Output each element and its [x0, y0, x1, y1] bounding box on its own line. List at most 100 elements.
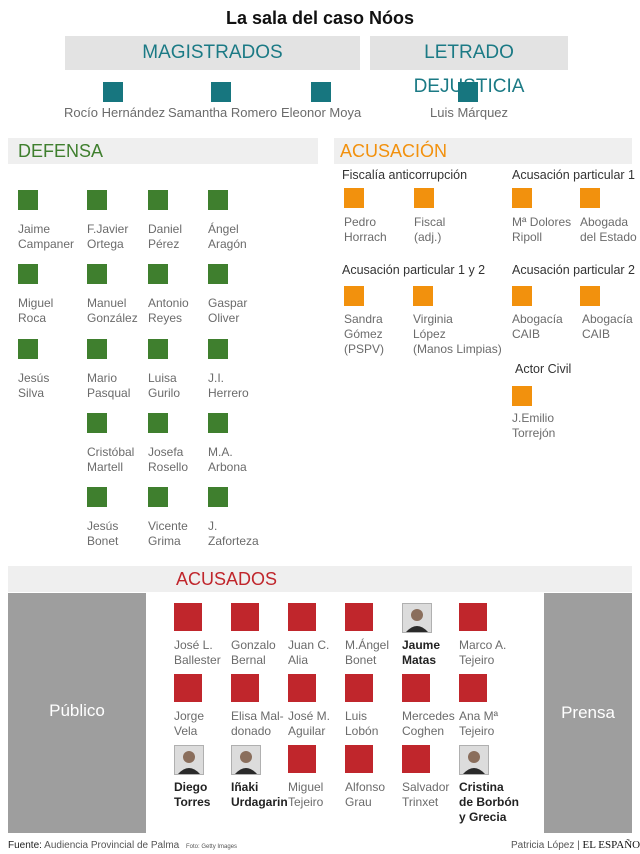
defendant-name: Salvador Trinxet [402, 780, 450, 809]
magistrado-seat [311, 82, 331, 102]
footer-source: Fuente: Audiencia Provincial de Palma Fo… [8, 840, 237, 851]
acusacion-header: ACUSACIÓN [334, 138, 632, 164]
acusacion-seat [512, 386, 532, 406]
defendant-photo [174, 745, 204, 775]
defendant-seat [345, 603, 373, 631]
fuente-label: Fuente: [8, 840, 42, 851]
defendant-name: Juan C. Alia [288, 638, 330, 667]
defensa-person-name: Jaime Campaner [18, 222, 75, 251]
footer-author: Patricia López | EL ESPAÑOL [511, 839, 640, 851]
defendant-seat [288, 745, 316, 773]
defensa-seat [87, 339, 107, 359]
defensa-person-name: Antonio Reyes [148, 296, 189, 325]
defendant-seat [174, 603, 202, 631]
defensa-seat [208, 190, 228, 210]
defendant-name: Diego Torres [174, 780, 211, 809]
defendant-seat [174, 674, 202, 702]
defensa-seat [208, 413, 228, 433]
prensa-area: Prensa [544, 593, 632, 833]
defendant-name: Cristina de Borbón y Grecia [459, 780, 519, 824]
defendant-seat [345, 745, 373, 773]
acusados-header: ACUSADOS [8, 566, 632, 592]
magistrado-name: Samantha Romero [168, 105, 278, 120]
acusacion-person-name: Mª Dolores Ripoll [512, 215, 572, 244]
defendant-name: José M. Aguilar [288, 709, 331, 738]
defendant-name: Mercedes Coghen [402, 709, 455, 738]
defensa-person-name: Manuel González [87, 296, 138, 325]
acusacion-person-name: J.Emilio Torrejón [512, 411, 556, 440]
publico-area: Público [8, 593, 146, 833]
defensa-person-name: F.Javier Ortega [87, 222, 129, 251]
defensa-person-name: Cristóbal Martell [87, 445, 135, 474]
defensa-seat [148, 413, 168, 433]
defendant-seat [459, 603, 487, 631]
defendant-name: Elisa Mal- donado [231, 709, 284, 738]
magistrados-label: MAGISTRADOS [142, 42, 283, 63]
acusacion-seat [344, 286, 364, 306]
defensa-person-name: M.A. Arbona [208, 445, 247, 474]
defensa-seat [208, 487, 228, 507]
defensa-person-name: Ángel Aragón [208, 222, 247, 251]
acusacion-seat [414, 188, 434, 208]
defensa-seat [208, 339, 228, 359]
defendant-seat [459, 674, 487, 702]
acusacion-person-name: Fiscal (adj.) [414, 215, 446, 244]
defendant-seat [231, 674, 259, 702]
defensa-seat [87, 264, 107, 284]
defendant-photo [231, 745, 261, 775]
defensa-person-name: Gaspar Oliver [208, 296, 248, 325]
acusacion-seat [512, 188, 532, 208]
acusados-label: ACUSADOS [176, 569, 278, 589]
defendant-seat [345, 674, 373, 702]
defensa-person-name: Vicente Grima [148, 519, 188, 548]
defendant-photo [459, 745, 489, 775]
acusacion-seat [512, 286, 532, 306]
defensa-label: DEFENSA [18, 141, 104, 161]
defendant-name: Marco A. Tejeiro [459, 638, 507, 667]
brand-logo: EL ESPAÑOL [582, 839, 640, 851]
defensa-person-name: Mario Pasqual [87, 371, 131, 400]
acusacion-person-name: Pedro Horrach [344, 215, 387, 244]
acusacion-seat [580, 188, 600, 208]
defensa-seat [148, 339, 168, 359]
group-title: Fiscalía anticorrupción [342, 168, 468, 182]
defendant-photo [402, 603, 432, 633]
acusacion-person-name: Sandra Gómez (PSPV) [344, 312, 385, 356]
acusacion-seat [413, 286, 433, 306]
magistrado-name: Eleonor Moya [281, 105, 362, 120]
acusacion-seat [344, 188, 364, 208]
defendant-name: Jorge Vela [174, 709, 205, 738]
defendant-name: Jaume Matas [402, 638, 441, 667]
foto-credit: Foto: Getty Images [186, 844, 238, 850]
group-title: Acusación particular 2 [512, 263, 635, 277]
defendant-name: Alfonso Grau [345, 780, 386, 809]
defensa-person-name: Jesús Silva [18, 371, 50, 400]
defendant-seat [231, 603, 259, 631]
group-title: Actor Civil [515, 362, 572, 376]
acusacion-label: ACUSACIÓN [340, 141, 448, 161]
defendant-seat [402, 745, 430, 773]
defensa-person-name: J.I. Herrero [208, 371, 249, 400]
defensa-person-name: J. Zaforteza [208, 519, 259, 548]
group-title: Acusación particular 1 y 2 [342, 263, 486, 277]
magistrados-band: MAGISTRADOS [65, 36, 360, 70]
acusacion-person-name: Abogada del Estado [580, 215, 637, 244]
defendant-seat [288, 603, 316, 631]
defensa-seat [18, 190, 38, 210]
defensa-person-name: Josefa Rosello [148, 445, 189, 474]
letrado-name: Luis Márquez [430, 105, 509, 120]
defensa-person-name: Miguel Roca [18, 296, 54, 325]
author-text: Patricia López | [511, 840, 580, 851]
defensa-seat [87, 190, 107, 210]
page-title: La sala del caso Nóos [225, 8, 415, 28]
defensa-person-name: Luisa Gurilo [148, 371, 181, 400]
defensa-person-name: Daniel Pérez [148, 222, 183, 251]
defensa-seat [148, 264, 168, 284]
defendant-name: Ana Mª Tejeiro [459, 709, 499, 738]
defendant-name: José L. Ballester [174, 638, 221, 667]
defensa-seat [148, 487, 168, 507]
defensa-seat [18, 264, 38, 284]
defensa-seat [148, 190, 168, 210]
acusacion-person-name: Abogacía CAIB [512, 312, 563, 341]
defensa-person-name: Jesús Bonet [87, 519, 119, 548]
